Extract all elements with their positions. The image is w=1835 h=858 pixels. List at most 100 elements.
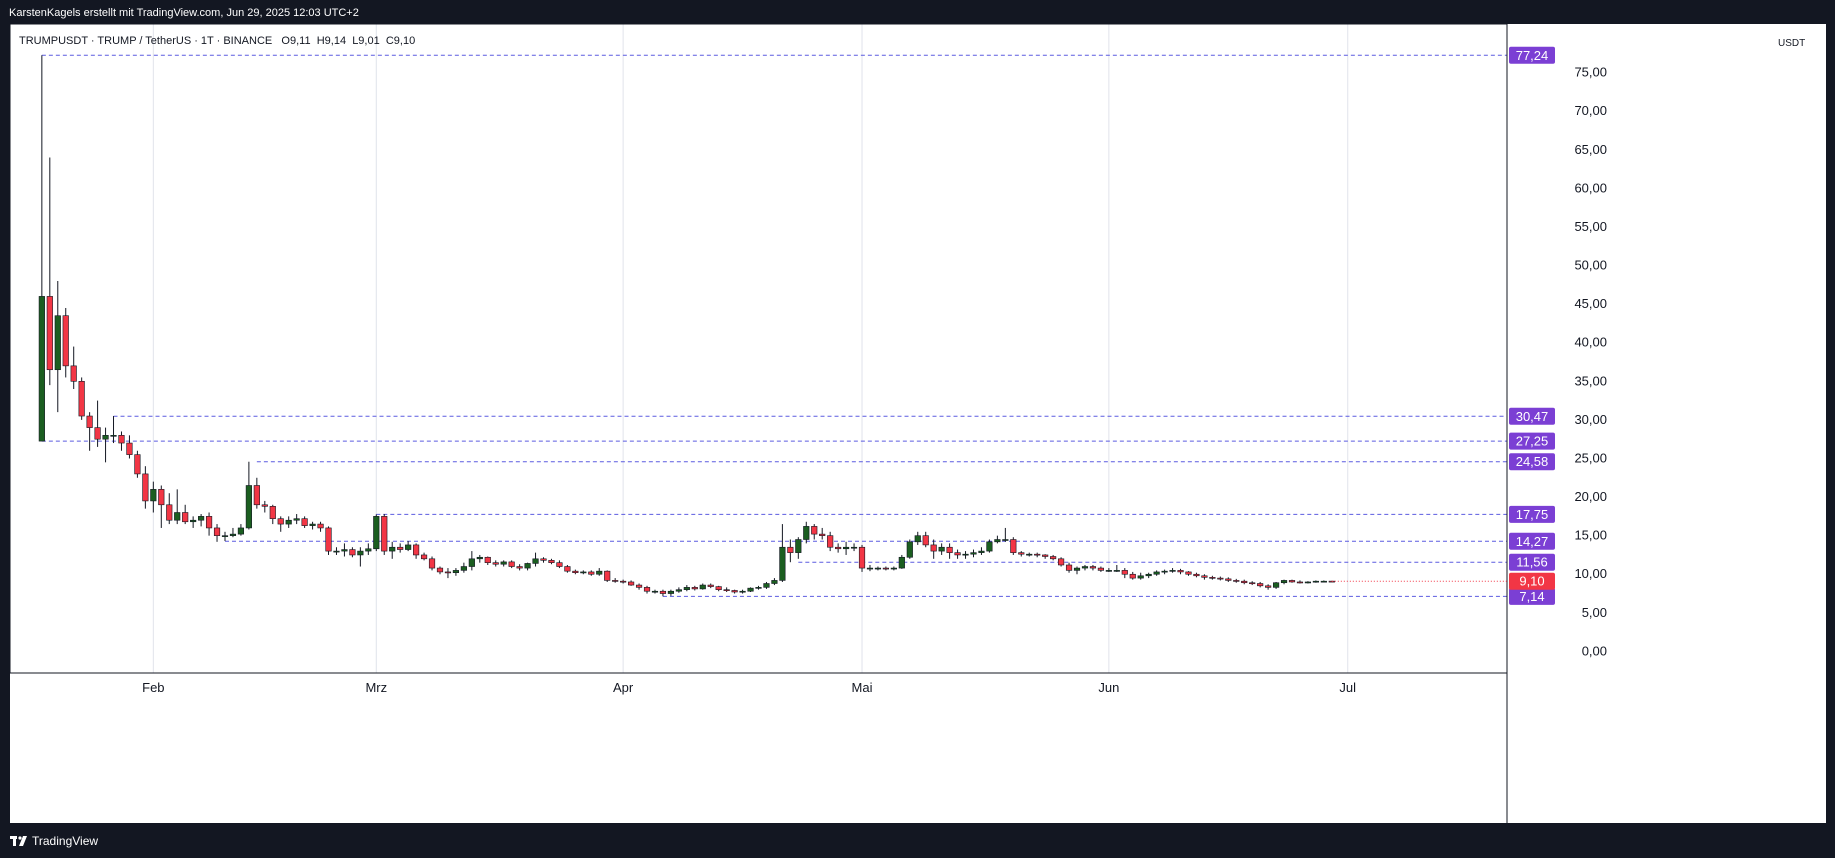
candle (1161, 569, 1168, 575)
candle (938, 543, 945, 555)
candle (1153, 570, 1160, 576)
candle (413, 543, 420, 559)
y-tick-label: 5,00 (1582, 605, 1607, 620)
candle (492, 560, 499, 567)
level-label-bg (1509, 587, 1555, 605)
candle (158, 485, 165, 528)
candle (970, 549, 977, 558)
candle (596, 568, 603, 576)
level-price-label: 24,58 (1509, 453, 1555, 471)
candle-body (38, 296, 45, 442)
time-axis[interactable]: Feb Mrz Apr Mai Jun Jul (142, 680, 1356, 695)
candle-body (261, 504, 268, 507)
candle-body (1137, 575, 1144, 579)
candle (1225, 577, 1232, 582)
candle (1073, 566, 1081, 575)
candle (86, 412, 93, 451)
y-tick-label: 50,00 (1574, 258, 1607, 273)
level-label-bg (1509, 453, 1555, 471)
candle (1312, 580, 1319, 583)
tradingview-logo[interactable]: TradingView (10, 833, 98, 849)
y-tick-label: 70,00 (1574, 103, 1607, 118)
candle (524, 562, 531, 571)
candle (874, 566, 882, 571)
candle (1097, 566, 1104, 572)
candle-body (954, 552, 961, 556)
tradingview-brand: TradingView (32, 834, 99, 848)
candle (1272, 581, 1280, 589)
y-tick-label: 25,00 (1574, 450, 1607, 465)
candle-body (1034, 553, 1041, 556)
candle (389, 541, 396, 559)
candle (572, 569, 579, 575)
candle (994, 535, 1001, 544)
candle (1201, 574, 1208, 580)
level-label-text: 24,58 (1516, 454, 1549, 469)
candle (1018, 551, 1025, 557)
candle (1193, 572, 1200, 578)
candle-body (890, 567, 897, 570)
candle (54, 280, 61, 413)
candle (914, 531, 921, 545)
candle-body (1026, 553, 1033, 556)
level-label-bg (1509, 532, 1555, 550)
candle (1034, 552, 1041, 558)
candle-body (46, 296, 53, 371)
candle-body (1272, 582, 1280, 588)
candle (819, 527, 826, 540)
candle-body (962, 553, 969, 556)
candle-body (1233, 580, 1240, 582)
candle-body (564, 566, 571, 572)
candle (62, 307, 69, 378)
candlestick-chart[interactable]: 0,00 5,00 10,00 15,00 20,00 25,00 30,00 35,00 40… (10, 24, 1826, 823)
candle-body (94, 427, 101, 440)
candle (532, 552, 539, 567)
candle-body (827, 535, 834, 548)
candle-body (1249, 582, 1256, 585)
candle (707, 583, 714, 589)
candle-body (1010, 539, 1017, 553)
candle (301, 516, 308, 528)
candle-body (460, 566, 467, 571)
candle-body (1312, 580, 1319, 583)
candle-body (198, 516, 205, 521)
x-tick-label: Jun (1098, 680, 1119, 695)
candle (500, 560, 507, 567)
candle (835, 543, 842, 553)
candle (221, 531, 229, 542)
candle (635, 583, 643, 590)
candle (261, 500, 268, 513)
y-tick-label: 40,00 (1574, 335, 1607, 350)
candle (516, 564, 523, 571)
candle (484, 556, 491, 565)
footer-bar (0, 824, 1835, 858)
candle-body (659, 590, 667, 594)
candle-body (898, 556, 905, 569)
candle-body (452, 570, 460, 574)
y-tick-label: 65,00 (1574, 142, 1607, 157)
candle (166, 493, 173, 525)
candle-body (1161, 570, 1168, 573)
candle (460, 562, 467, 573)
candle (444, 568, 452, 579)
candle-body (357, 550, 364, 556)
candle (1249, 581, 1256, 586)
candle (134, 450, 141, 478)
candle (588, 570, 595, 576)
candle-body (1105, 570, 1112, 572)
candle (1177, 568, 1184, 575)
candle (882, 566, 889, 571)
candle-body (643, 587, 651, 592)
price-axis[interactable]: 0,00 5,00 10,00 15,00 20,00 25,00 30,00 35,00 40… (1574, 65, 1607, 659)
candle (858, 544, 866, 572)
candle-body (707, 584, 714, 587)
x-tick-label: Mai (852, 680, 873, 695)
y-tick-label: 35,00 (1574, 373, 1607, 388)
candle-body (874, 567, 882, 570)
candle (381, 514, 388, 555)
candle (1241, 579, 1248, 585)
symbol-legend[interactable]: TRUMPUSDT · TRUMP / TetherUS · 1T · BINA… (19, 35, 415, 47)
candle-body (675, 589, 682, 592)
level-price-label: 27,25 (1509, 432, 1555, 450)
candle (651, 589, 659, 594)
